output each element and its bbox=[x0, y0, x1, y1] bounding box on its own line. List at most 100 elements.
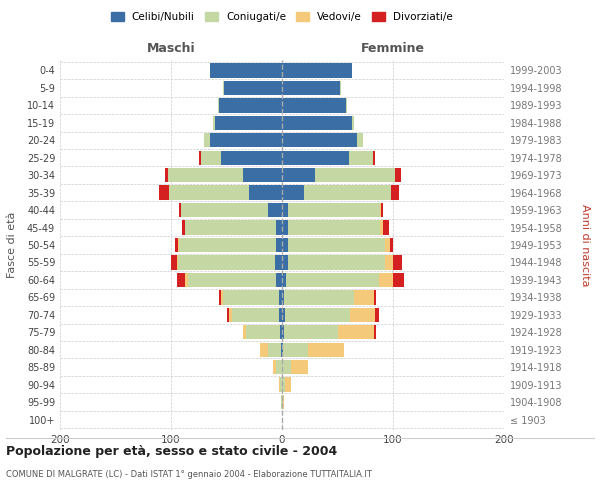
Bar bbox=[268, 342, 281, 357]
Bar bbox=[159, 186, 169, 200]
Bar bbox=[286, 378, 291, 392]
Bar bbox=[346, 98, 347, 112]
Bar bbox=[232, 308, 278, 322]
Bar bbox=[282, 81, 340, 95]
Bar bbox=[375, 308, 379, 322]
Bar bbox=[210, 64, 282, 78]
Bar bbox=[393, 256, 402, 270]
Bar bbox=[373, 150, 375, 165]
Bar bbox=[278, 290, 282, 304]
Bar bbox=[282, 186, 304, 200]
Bar bbox=[277, 238, 282, 252]
Bar bbox=[223, 81, 224, 95]
Bar bbox=[283, 342, 308, 357]
Bar bbox=[260, 342, 268, 357]
Bar bbox=[219, 290, 221, 304]
Bar bbox=[204, 133, 210, 148]
Bar bbox=[374, 290, 376, 304]
Bar bbox=[280, 378, 282, 392]
Bar bbox=[284, 325, 337, 340]
Bar bbox=[277, 220, 282, 234]
Bar bbox=[243, 325, 247, 340]
Bar bbox=[349, 150, 373, 165]
Bar bbox=[316, 168, 395, 182]
Bar bbox=[179, 203, 181, 217]
Bar bbox=[287, 220, 380, 234]
Bar bbox=[383, 220, 389, 234]
Text: COMUNE DI MALGRATE (LC) - Dati ISTAT 1° gennaio 2004 - Elaborazione TUTTAITALIA.: COMUNE DI MALGRATE (LC) - Dati ISTAT 1° … bbox=[6, 470, 372, 479]
Bar bbox=[379, 273, 393, 287]
Bar bbox=[181, 203, 268, 217]
Bar bbox=[176, 273, 185, 287]
Bar bbox=[380, 203, 381, 217]
Bar bbox=[185, 220, 277, 234]
Bar bbox=[385, 238, 389, 252]
Bar bbox=[178, 256, 275, 270]
Bar bbox=[282, 273, 286, 287]
Bar bbox=[286, 308, 350, 322]
Bar bbox=[218, 98, 219, 112]
Bar bbox=[282, 325, 284, 340]
Bar bbox=[374, 325, 376, 340]
Text: Fasce di età: Fasce di età bbox=[7, 212, 17, 278]
Bar bbox=[304, 186, 391, 200]
Bar bbox=[385, 256, 393, 270]
Bar bbox=[215, 116, 282, 130]
Bar bbox=[282, 64, 352, 78]
Bar bbox=[278, 378, 280, 392]
Bar bbox=[282, 290, 284, 304]
Bar bbox=[243, 168, 282, 182]
Bar bbox=[229, 308, 232, 322]
Bar bbox=[395, 168, 401, 182]
Bar bbox=[282, 98, 346, 112]
Bar bbox=[221, 150, 282, 165]
Bar bbox=[210, 133, 282, 148]
Bar bbox=[337, 325, 374, 340]
Bar bbox=[391, 186, 398, 200]
Bar bbox=[280, 325, 282, 340]
Bar bbox=[277, 273, 282, 287]
Bar bbox=[286, 273, 379, 287]
Bar bbox=[282, 168, 316, 182]
Bar bbox=[166, 168, 167, 182]
Bar bbox=[287, 256, 385, 270]
Text: Anni di nascita: Anni di nascita bbox=[580, 204, 590, 286]
Bar bbox=[201, 150, 221, 165]
Bar bbox=[219, 98, 282, 112]
Bar bbox=[185, 273, 188, 287]
Bar bbox=[287, 203, 380, 217]
Bar bbox=[282, 220, 287, 234]
Bar bbox=[358, 133, 363, 148]
Bar bbox=[178, 238, 179, 252]
Bar bbox=[224, 81, 282, 95]
Bar bbox=[287, 238, 385, 252]
Bar bbox=[389, 238, 393, 252]
Bar bbox=[282, 342, 283, 357]
Bar bbox=[176, 256, 178, 270]
Bar bbox=[340, 81, 341, 95]
Bar bbox=[282, 150, 349, 165]
Bar bbox=[282, 378, 286, 392]
Bar bbox=[282, 238, 287, 252]
Bar bbox=[213, 116, 215, 130]
Text: Popolazione per età, sesso e stato civile - 2004: Popolazione per età, sesso e stato civil… bbox=[6, 445, 337, 458]
Bar bbox=[380, 220, 383, 234]
Bar bbox=[171, 256, 176, 270]
Bar bbox=[221, 290, 223, 304]
Bar bbox=[278, 308, 282, 322]
Text: Maschi: Maschi bbox=[146, 42, 196, 55]
Bar bbox=[352, 116, 354, 130]
Bar bbox=[188, 273, 277, 287]
Bar bbox=[282, 360, 291, 374]
Bar bbox=[175, 238, 178, 252]
Bar bbox=[227, 308, 229, 322]
Bar bbox=[282, 308, 286, 322]
Bar bbox=[277, 360, 282, 374]
Bar bbox=[169, 186, 249, 200]
Bar bbox=[282, 203, 287, 217]
Bar bbox=[350, 308, 375, 322]
Bar bbox=[282, 116, 352, 130]
Bar bbox=[393, 273, 404, 287]
Bar bbox=[281, 342, 282, 357]
Bar bbox=[275, 256, 282, 270]
